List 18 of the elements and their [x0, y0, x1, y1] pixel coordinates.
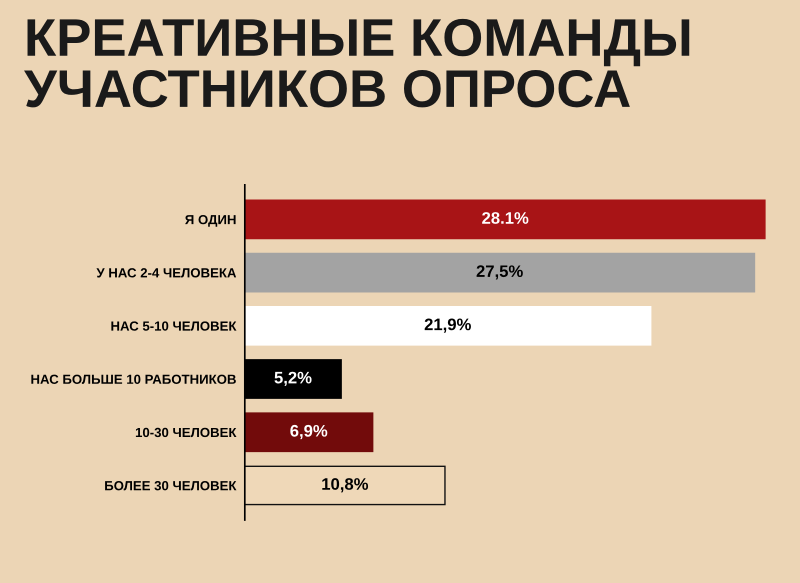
- data-label: 10,8%: [322, 478, 368, 492]
- data-label: 28.1%: [482, 212, 528, 224]
- data-label: 21,9%: [424, 318, 471, 333]
- y-tick-label: 10-30 ЧЕЛОВЕК: [136, 428, 236, 438]
- data-label: 6,9%: [290, 424, 328, 440]
- y-tick-label: БОЛЕЕ 30 ЧЕЛОВЕК: [105, 481, 236, 490]
- data-label: 5,2%: [274, 372, 312, 386]
- bar: [244, 252, 756, 292]
- bar: [244, 306, 652, 346]
- bar: [244, 412, 374, 452]
- chart-title: КРЕАТИВНЫЕ КОМАНДЫ УЧАСТНИКОВ ОПРОСА: [24, 18, 690, 108]
- bar: [244, 466, 446, 506]
- y-tick-label: Я ОДИН: [185, 214, 236, 227]
- y-tick-label: НАС 5-10 ЧЕЛОВЕК: [111, 321, 236, 331]
- y-tick-label: У НАС 2-4 ЧЕЛОВЕКА: [96, 268, 236, 278]
- y-tick-label: НАС БОЛЬШЕ 10 РАБОТНИКОВ: [31, 374, 236, 384]
- data-label: 27,5%: [476, 265, 523, 280]
- bar: [244, 200, 766, 240]
